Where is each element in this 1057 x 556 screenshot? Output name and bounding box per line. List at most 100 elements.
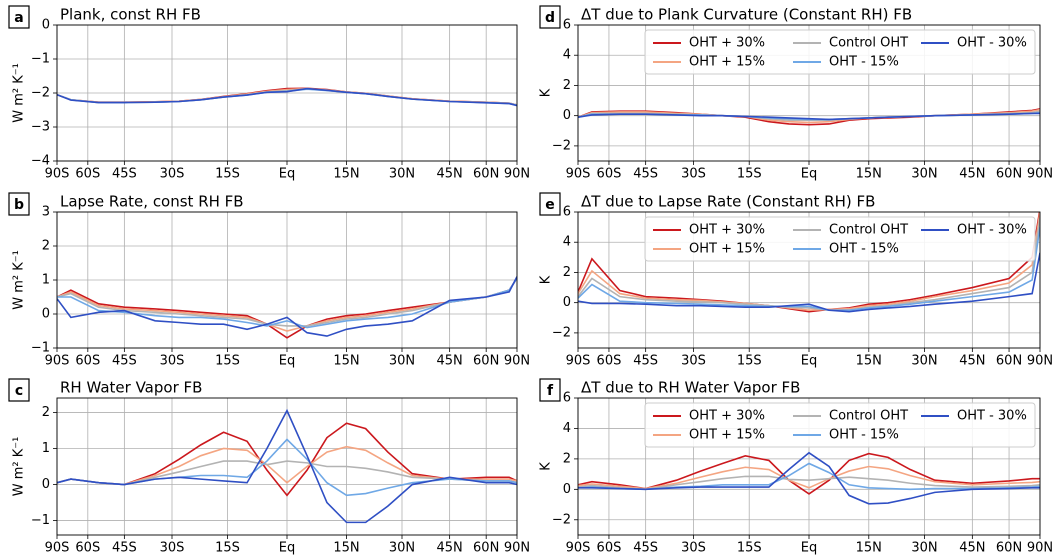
x-tick-label: 30S (681, 541, 706, 556)
panel: 90S 60S 45S 30S 15S Eq 15N 30N 45N 60N 90N −2 0 2 4 6e Δ… (539, 192, 1053, 369)
y-axis-label: K (539, 88, 554, 97)
y-tick-label: 2 (42, 239, 50, 254)
series-line (578, 451, 1040, 505)
legend: OHT + 30% OHT + 15% Control OHT OHT - 15% OH… (644, 29, 1036, 75)
axes-frame (56, 211, 518, 349)
axes-frame (577, 211, 1041, 349)
panel-letter-box (539, 192, 561, 216)
chart-title: Lapse Rate, const RH FB (60, 193, 244, 211)
y-tick-label: 6 (563, 205, 571, 220)
panel-letter: f (547, 383, 554, 399)
y-tick-label: 6 (563, 391, 571, 406)
y-tick-label: 2 (563, 265, 571, 280)
panel-letter-box (539, 5, 561, 29)
x-tick-label: 15N (333, 354, 359, 369)
x-tick-label: 15S (737, 541, 762, 556)
y-tick-label: −1 (31, 341, 50, 356)
y-axis-label: K (539, 275, 554, 284)
panel-letter-box (8, 5, 30, 29)
legend-label: Control OHT (829, 409, 908, 424)
x-tick-label: 30S (160, 167, 185, 182)
x-tick-label: 90N (1027, 541, 1053, 556)
x-tick-label: Eq (279, 167, 295, 182)
series-line (578, 252, 1040, 313)
x-tick-label: 15S (737, 167, 762, 182)
x-tick-label: 30S (681, 167, 706, 182)
x-tick-label: 15N (333, 541, 359, 556)
y-tick-label: 2 (563, 451, 571, 466)
legend-label: OHT - 15% (829, 428, 899, 443)
chart-title: ΔT due to RH Water Vapor FB (581, 379, 800, 397)
x-tick-label: 90S (566, 354, 591, 369)
x-tick-label: 60S (75, 354, 100, 369)
x-tick-label: 30N (389, 354, 415, 369)
x-tick-label: 60N (473, 354, 499, 369)
x-tick-label: 90N (504, 541, 530, 556)
x-tick-label: 30S (160, 541, 185, 556)
panel: 90S 60S 45S 30S 15S Eq 15N 30N 45N 60N 90N −2 0 2 4 6d Δ… (539, 5, 1053, 182)
panel-letter-box (539, 378, 561, 402)
x-tick-label: 45S (112, 541, 137, 556)
x-tick-label: 15S (737, 354, 762, 369)
legend-label: OHT + 15% (689, 242, 765, 257)
chart-title: RH Water Vapor FB (60, 379, 202, 397)
panel: 90S 60S 45S 30S 15S Eq 15N 30N 45N 60N 90N −1 0 1 2 3 b L… (8, 192, 530, 369)
legend-label: OHT - 30% (957, 36, 1027, 51)
legend-label: OHT - 15% (829, 242, 899, 257)
y-tick-label: 1 (42, 273, 50, 288)
axes-frame (577, 24, 1041, 162)
x-tick-label: Eq (279, 354, 295, 369)
panel-letter: a (14, 10, 23, 26)
x-tick-label: 15S (215, 541, 240, 556)
series-line (578, 112, 1040, 121)
y-tick-label: 1 (42, 441, 50, 456)
x-tick-label: 30N (911, 541, 937, 556)
chart-title: ΔT due to Plank Curvature (Constant RH) … (581, 6, 912, 24)
chart-title: ΔT due to Lapse Rate (Constant RH) FB (581, 193, 875, 211)
legend-box (644, 402, 1036, 448)
legend-label: OHT + 30% (689, 223, 765, 238)
y-axis-label: W m² K⁻¹ (12, 63, 27, 123)
series-line (57, 276, 517, 337)
x-tick-label: 45N (436, 167, 462, 182)
series-line (57, 408, 517, 524)
y-tick-label: 0 (563, 108, 571, 123)
panel-letter: d (545, 10, 555, 26)
x-tick-label: Eq (801, 354, 817, 369)
x-tick-label: 30N (911, 167, 937, 182)
panel-letter-box (8, 192, 30, 216)
panel: 90S 60S 45S 30S 15S Eq 15N 30N 45N 60N 90N −2 0 2 4 6f Δ… (539, 378, 1053, 556)
panel-letter: b (14, 197, 24, 213)
legend-label: Control OHT (829, 36, 908, 51)
x-tick-label: 90N (1027, 167, 1053, 182)
series-line (578, 212, 1040, 312)
x-tick-label: 90N (1027, 354, 1053, 369)
series-line (578, 452, 1040, 495)
x-tick-label: 45S (633, 541, 658, 556)
x-tick-label: 30S (681, 354, 706, 369)
x-tick-label: 90S (45, 541, 70, 556)
legend-label: OHT + 15% (689, 428, 765, 443)
panel-letter: c (15, 383, 23, 399)
x-tick-label: 15N (856, 167, 882, 182)
y-tick-label: 4 (563, 421, 571, 436)
x-tick-label: 15S (215, 354, 240, 369)
x-tick-label: 90S (45, 167, 70, 182)
series-line (578, 217, 1040, 312)
y-tick-label: −1 (31, 52, 50, 67)
x-tick-label: 90S (566, 167, 591, 182)
legend-label: OHT - 15% (829, 55, 899, 70)
x-tick-label: 45N (436, 354, 462, 369)
y-axis-label: K (539, 462, 554, 471)
x-tick-label: 45S (112, 354, 137, 369)
x-tick-label: 15N (856, 541, 882, 556)
series-line (578, 465, 1040, 490)
legend-label: OHT + 30% (689, 409, 765, 424)
x-tick-label: 60S (75, 541, 100, 556)
x-tick-label: 30N (389, 541, 415, 556)
x-tick-label: 15N (333, 167, 359, 182)
axes-frame (56, 24, 518, 162)
x-tick-label: 45S (633, 167, 658, 182)
legend-label: OHT - 30% (957, 223, 1027, 238)
